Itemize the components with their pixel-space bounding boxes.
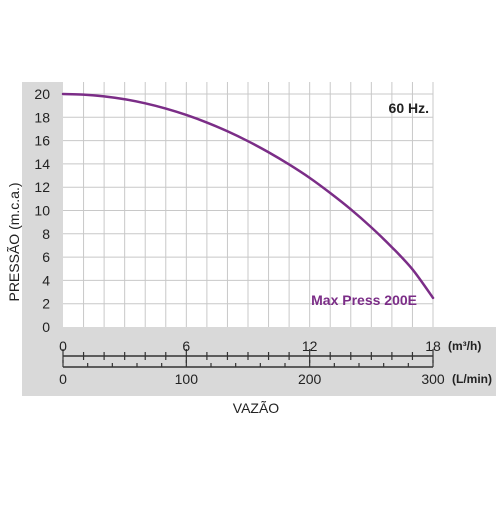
- y-tick-label: 10: [34, 203, 50, 219]
- series-layer: [61, 92, 435, 300]
- x-tick-label-primary: 12: [302, 338, 318, 354]
- y-tick-label: 16: [34, 133, 50, 149]
- y-tick-labels: 0 2 4 6 8 10 12 14 16 18 20: [34, 86, 50, 335]
- y-tick-label: 0: [42, 319, 50, 335]
- x-tick-label-primary: 6: [182, 338, 190, 354]
- y-axis-label: PRESSÃO (m.c.a.): [6, 182, 22, 301]
- series-line: [61, 92, 435, 300]
- grid-lines: [63, 82, 434, 327]
- frequency-annotation: 60 Hz.: [389, 100, 429, 116]
- x-tick-label-secondary: 300: [421, 371, 445, 387]
- x-tick-label-primary: 0: [59, 338, 67, 354]
- series-label: Max Press 200E: [311, 292, 417, 308]
- x-unit-primary: (m³/h): [448, 339, 481, 353]
- y-tick-label: 6: [42, 249, 50, 265]
- y-tick-label: 14: [34, 156, 50, 172]
- x-tick-labels: 0 6 12 18 0 100 200 300: [59, 338, 445, 387]
- y-tick-label: 20: [34, 86, 50, 102]
- x-tick-label-secondary: 200: [298, 371, 322, 387]
- y-tick-label: 12: [34, 179, 50, 195]
- axes: [62, 349, 434, 368]
- y-tick-label: 4: [42, 272, 50, 288]
- y-tick-label: 18: [34, 109, 50, 125]
- x-tick-label-secondary: 100: [175, 371, 199, 387]
- y-tick-label: 2: [42, 296, 50, 312]
- x-tick-label-primary: 18: [425, 338, 441, 354]
- x-unit-secondary: (L/min): [452, 372, 492, 386]
- x-axis-label: VAZÃO: [233, 400, 280, 416]
- x-axis-band: [22, 327, 496, 396]
- y-tick-label: 8: [42, 226, 50, 242]
- x-tick-label-secondary: 0: [59, 371, 67, 387]
